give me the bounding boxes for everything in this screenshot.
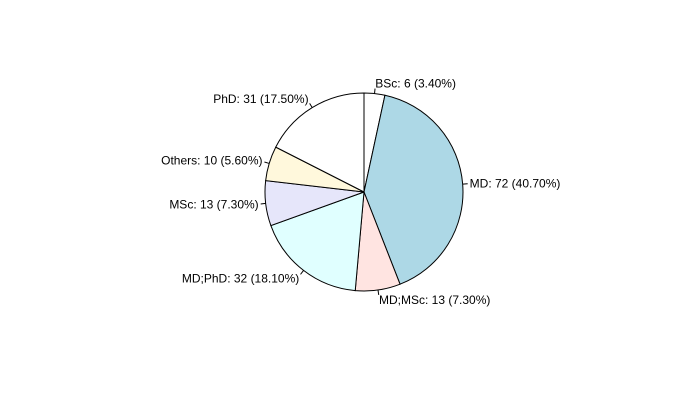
pie-label-0: BSc: 6 (3.40%) — [375, 77, 456, 91]
pie-label-2: MD;MSc: 13 (7.30%) — [379, 293, 490, 307]
pie-leader-line-5 — [264, 162, 269, 163]
pie-label-4: MSc: 13 (7.30%) — [169, 198, 258, 212]
pie-label-3: MD;PhD: 32 (18.10%) — [182, 271, 299, 285]
pie-label-5: Others: 10 (5.60%) — [161, 154, 262, 168]
pie-leader-line-6 — [310, 103, 313, 107]
pie-label-1: MD: 72 (40.70%) — [470, 176, 561, 190]
pie-label-6: PhD: 31 (17.50%) — [213, 92, 308, 106]
pie-leader-line-4 — [261, 203, 266, 204]
pie-slices — [265, 93, 463, 291]
pie-leader-line-3 — [301, 270, 304, 274]
